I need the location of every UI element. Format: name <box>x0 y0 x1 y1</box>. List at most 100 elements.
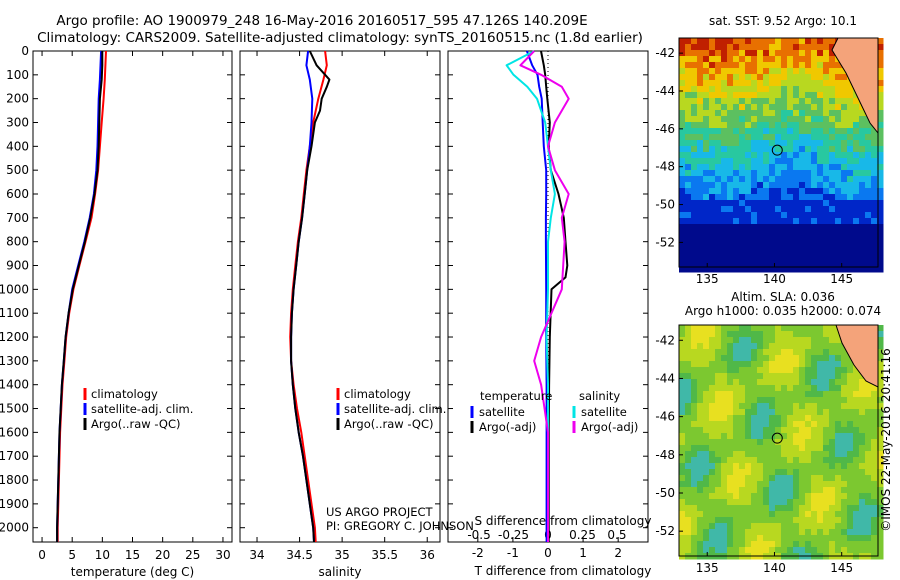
map-cell <box>781 242 788 249</box>
map-cell <box>835 254 842 261</box>
map-cell <box>823 104 830 111</box>
map-cell <box>877 451 884 458</box>
map-cell <box>775 44 782 51</box>
map-cell <box>709 68 716 75</box>
map-cell <box>799 206 806 213</box>
map-cell <box>769 511 776 518</box>
map-cell <box>703 331 710 338</box>
map-cell <box>679 152 686 159</box>
map-cell <box>733 457 740 464</box>
map-cell <box>739 242 746 249</box>
map-cell <box>835 535 842 542</box>
map-cell <box>871 134 878 141</box>
map-cell <box>775 254 782 261</box>
map-cell <box>781 218 788 225</box>
map-cell <box>745 62 752 69</box>
map-cell <box>757 122 764 129</box>
map-cell <box>877 68 884 75</box>
map-cell <box>685 475 692 482</box>
map-cell <box>739 206 746 213</box>
map-cell <box>709 421 716 428</box>
map-cell <box>727 212 734 219</box>
map-cell <box>697 385 704 392</box>
map-cell <box>757 499 764 506</box>
map-cell <box>799 457 806 464</box>
map-cell <box>709 116 716 123</box>
map-cell <box>799 331 806 338</box>
map-cell <box>841 134 848 141</box>
map-cell <box>715 74 722 81</box>
map-cell <box>745 391 752 398</box>
map-cell <box>817 529 824 536</box>
map-cell <box>733 439 740 446</box>
map-cell <box>691 451 698 458</box>
map-cell <box>829 122 836 129</box>
map-cell <box>793 547 800 554</box>
map-cell <box>697 481 704 488</box>
map-cell <box>859 158 866 165</box>
map-cell <box>853 367 860 374</box>
map-cell <box>781 535 788 542</box>
map-cell <box>727 152 734 159</box>
map-cell <box>829 409 836 416</box>
map-cell <box>841 361 848 368</box>
map-cell <box>835 409 842 416</box>
map-cell <box>685 415 692 422</box>
map-cell <box>691 50 698 57</box>
map-cell <box>829 325 836 332</box>
map-cell <box>829 391 836 398</box>
map-cell <box>757 194 764 201</box>
map-cell <box>781 116 788 123</box>
map-cell <box>877 140 884 147</box>
map-cell <box>847 206 854 213</box>
map-cell <box>745 242 752 249</box>
map-cell <box>841 349 848 356</box>
map-cell <box>685 355 692 362</box>
map-cell <box>871 194 878 201</box>
map-y-tick-label: -50 <box>655 198 675 212</box>
map-cell <box>715 457 722 464</box>
map-cell <box>817 523 824 530</box>
map-cell <box>793 391 800 398</box>
map-cell <box>733 361 740 368</box>
map-cell <box>721 206 728 213</box>
map-cell <box>727 541 734 548</box>
map-cell <box>691 98 698 105</box>
map-cell <box>709 433 716 440</box>
map-cell <box>847 391 854 398</box>
map-cell <box>835 391 842 398</box>
map-cell <box>787 463 794 470</box>
map-cell <box>793 194 800 201</box>
map-cell <box>835 206 842 213</box>
map-cell <box>769 122 776 129</box>
pi-annotation: PI: GREGORY C. JOHNSON <box>326 519 474 533</box>
map-cell <box>703 355 710 362</box>
map-cell <box>721 122 728 129</box>
map-cell <box>775 439 782 446</box>
map-cell <box>769 128 776 135</box>
map-cell <box>835 421 842 428</box>
map-cell <box>703 248 710 255</box>
map-cell <box>781 409 788 416</box>
map-cell <box>685 248 692 255</box>
map-cell <box>811 325 818 332</box>
map-cell <box>703 200 710 207</box>
map-cell <box>733 236 740 243</box>
map-cell <box>727 74 734 81</box>
map-cell <box>703 379 710 386</box>
map-cell <box>691 236 698 243</box>
map-cell <box>853 116 860 123</box>
map-cell <box>709 182 716 189</box>
map-cell <box>781 206 788 213</box>
map-cell <box>847 451 854 458</box>
legend-label: satellite <box>581 405 627 419</box>
map-cell <box>823 373 830 380</box>
map-cell <box>793 373 800 380</box>
map-cell <box>733 331 740 338</box>
map-cell <box>715 379 722 386</box>
map-cell <box>799 367 806 374</box>
map-cell <box>799 391 806 398</box>
map-cell <box>865 218 872 225</box>
map-cell <box>799 487 806 494</box>
map-cell <box>733 80 740 87</box>
